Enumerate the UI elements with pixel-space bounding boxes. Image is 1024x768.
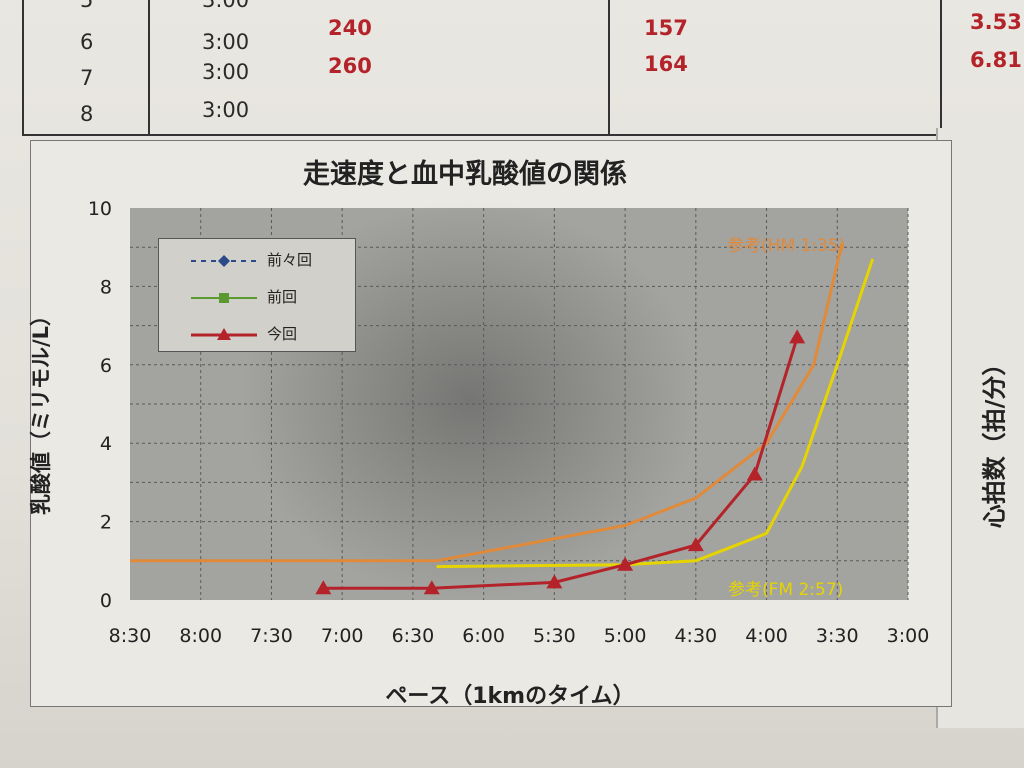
y-tick-label: 0 (100, 590, 112, 612)
x-tick-label: 6:30 (392, 625, 435, 647)
legend-label-current: 今回 (267, 325, 298, 343)
chart-title: 走速度と血中乳酸値の関係 (303, 159, 627, 190)
x-tick-label: 5:00 (604, 625, 647, 647)
row-6-lactate: 3.53 (970, 10, 1022, 34)
row-7-time: 3:00 (202, 60, 250, 84)
series-current-point (746, 466, 763, 481)
row-6-no: 6 (80, 30, 94, 54)
table-divider (148, 0, 150, 134)
row-6-power: 240 (328, 16, 372, 40)
row-7-lactate: 6.81 (970, 48, 1022, 72)
y-tick-label: 10 (88, 198, 112, 220)
row-5-no: 5 (80, 0, 94, 12)
annotation-hm: 参考(HM 1:35) (727, 236, 846, 256)
table-divider (940, 0, 942, 134)
row-8-time: 3:00 (202, 98, 250, 122)
x-tick-label: 3:00 (887, 625, 930, 647)
legend-label-prev: 前回 (267, 288, 298, 306)
row-7-hr: 164 (644, 52, 688, 76)
x-tick-label: 8:30 (109, 625, 152, 647)
x-tick-label: 4:00 (745, 625, 788, 647)
legend-item-prev2: 前々回 (189, 249, 349, 273)
row-7-power: 260 (328, 54, 372, 78)
x-tick-label: 3:30 (816, 625, 859, 647)
y-axis-label: 乳酸値（ミリモル/L） (29, 304, 53, 516)
y-tick-label: 4 (100, 433, 112, 455)
series-current-point (315, 580, 332, 595)
annotation-fm: 参考(FM 2:57) (728, 580, 844, 600)
row-8-no: 8 (80, 102, 94, 126)
legend-swatch-prev (191, 293, 257, 303)
x-tick-label: 6:00 (462, 625, 505, 647)
x-tick-label: 5:30 (533, 625, 576, 647)
chart-legend: 前々回 前回 今回 (158, 238, 356, 352)
x-tick-label: 7:30 (250, 625, 293, 647)
series-current-point (617, 556, 634, 571)
row-6-hr: 157 (644, 16, 688, 40)
series-current-point (687, 537, 704, 552)
legend-label-prev2: 前々回 (267, 251, 313, 269)
series-current-point (423, 580, 440, 595)
row-5-time: 3:00 (202, 0, 250, 12)
row-6-time: 3:00 (202, 30, 250, 54)
y-tick-label: 6 (100, 355, 112, 377)
legend-swatch-prev2 (191, 255, 257, 267)
legend-item-prev: 前回 (189, 286, 349, 310)
x-tick-label: 4:30 (674, 625, 717, 647)
x-tick-label: 8:00 (179, 625, 222, 647)
data-table: 5 3:00 6 3:00 240 157 3.53 7 3:00 260 16… (22, 0, 1022, 136)
y-tick-label: 2 (100, 512, 112, 534)
y-tick-label: 8 (100, 276, 112, 298)
legend-swatch-current (191, 328, 257, 340)
x-tick-label: 7:00 (321, 625, 364, 647)
series-hm-line (130, 242, 844, 563)
series-current-point (546, 574, 563, 589)
series-current-point (789, 329, 806, 344)
table-divider (608, 0, 610, 134)
legend-item-current: 今回 (189, 323, 349, 347)
x-axis-label: ペース（1kmのタイム） (385, 684, 635, 709)
row-7-no: 7 (80, 66, 94, 90)
